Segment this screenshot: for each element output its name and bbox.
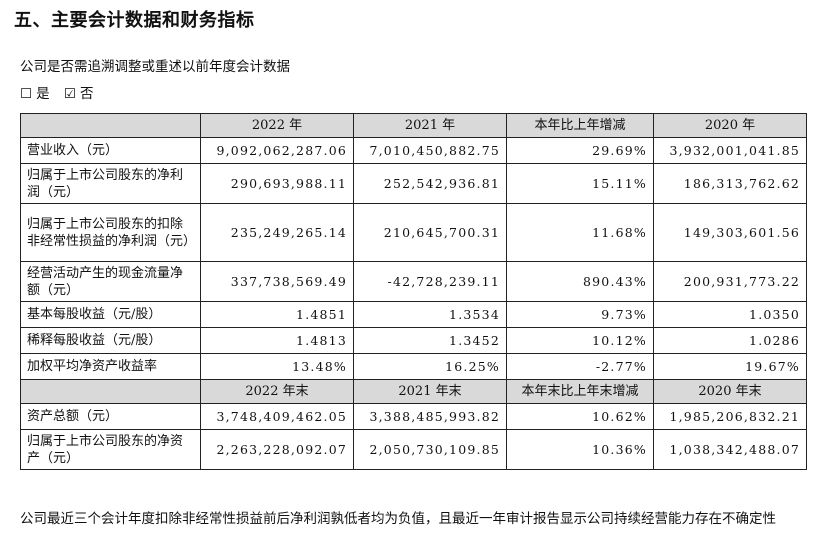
value-cell: 235,249,265.14 [200, 203, 354, 262]
table-row: 基本每股收益（元/股） 1.4851 1.3534 9.73% 1.0350 [20, 301, 807, 328]
value-cell: 7,010,450,882.75 [353, 137, 507, 164]
header-cell: 2021 年 [353, 113, 507, 138]
value-cell: 16.25% [353, 353, 507, 380]
row-label-cell: 稀释每股收益（元/股） [20, 327, 201, 354]
table-header-row: 2022 年 2021 年本年比上年增减 2020 年 [20, 113, 807, 138]
value-cell: 1.0350 [653, 301, 807, 328]
header-cell: 2020 年 [653, 113, 807, 138]
value-cell: 3,748,409,462.05 [200, 403, 354, 430]
table-row: 稀释每股收益（元/股） 1.4813 1.3452 10.12% 1.0286 [20, 327, 807, 354]
no-checkbox[interactable]: ☑ [63, 86, 77, 102]
value-cell: 3,932,001,041.85 [653, 137, 807, 164]
header-empty-cell [20, 379, 201, 404]
row-label-cell: 归属于上市公司股东的扣除非经常性损益的净利润（元） [20, 203, 201, 262]
header-cell: 2020 年末 [653, 379, 807, 404]
table-row: 加权平均净资产收益率 13.48% 16.25% -2.77% 19.67% [20, 353, 807, 380]
value-cell: 1.4813 [200, 327, 354, 354]
value-cell: 210,645,700.31 [353, 203, 507, 262]
table-row: 归属于上市公司股东的净资产（元） 2,263,228,092.07 2,050,73… [20, 429, 807, 470]
value-cell: 10.62% [506, 403, 654, 430]
yes-checkbox[interactable]: ☐ [20, 86, 33, 102]
value-cell: -2.77% [506, 353, 654, 380]
table-row: 经营活动产生的现金流量净额（元） 337,738,569.49 -42,728,23… [20, 261, 807, 302]
value-cell: 13.48% [200, 353, 354, 380]
value-cell: 337,738,569.49 [200, 261, 354, 302]
yes-label: 是 [36, 86, 50, 102]
value-cell: 2,263,228,092.07 [200, 429, 354, 470]
header-cell: 2022 年 [200, 113, 354, 138]
table-row: 营业收入（元） 9,092,062,287.06 7,010,450,882.75 2… [20, 137, 807, 164]
value-cell: 1.3452 [353, 327, 507, 354]
table-row: 资产总额（元） 3,748,409,462.05 3,388,485,993.82 1… [20, 403, 807, 430]
value-cell: 10.12% [506, 327, 654, 354]
header-empty-cell [20, 113, 201, 138]
row-label-cell: 营业收入（元） [20, 137, 201, 164]
section-title: 五、主要会计数据和财务指标 [14, 10, 255, 31]
value-cell: 15.11% [506, 163, 654, 204]
row-label-cell: 归属于上市公司股东的净利润（元） [20, 163, 201, 204]
value-cell: 1,038,342,488.07 [653, 429, 807, 470]
value-cell: 290,693,988.11 [200, 163, 354, 204]
value-cell: 1.4851 [200, 301, 354, 328]
value-cell: 11.68% [506, 203, 654, 262]
table-row: 归属于上市公司股东的扣除非经常性损益的净利润（元） 235,249,265.14 2… [20, 203, 807, 262]
header-cell: 本年末比上年末增减 [506, 379, 654, 404]
value-cell: 10.36% [506, 429, 654, 470]
value-cell: 3,388,485,993.82 [353, 403, 507, 430]
value-cell: 2,050,730,109.85 [353, 429, 507, 470]
value-cell: 1.3534 [353, 301, 507, 328]
value-cell: 19.67% [653, 353, 807, 380]
header-cell: 2021 年末 [353, 379, 507, 404]
restatement-question: 公司是否需追溯调整或重述以前年度会计数据 [20, 59, 290, 75]
value-cell: 149,303,601.56 [653, 203, 807, 262]
value-cell: 1.0286 [653, 327, 807, 354]
value-cell: 890.43% [506, 261, 654, 302]
no-label: 否 [80, 86, 94, 102]
value-cell: -42,728,239.11 [353, 261, 507, 302]
row-label-cell: 基本每股收益（元/股） [20, 301, 201, 328]
footnote: 公司最近三个会计年度扣除非经常性损益前后净利润孰低者均为负值，且最近一年审计报告… [20, 511, 776, 527]
row-label-cell: 资产总额（元） [20, 403, 201, 430]
row-label-cell: 归属于上市公司股东的净资产（元） [20, 429, 201, 470]
row-label-cell: 经营活动产生的现金流量净额（元） [20, 261, 201, 302]
value-cell: 200,931,773.22 [653, 261, 807, 302]
table-row: 归属于上市公司股东的净利润（元） 290,693,988.11 252,542,93… [20, 163, 807, 204]
value-cell: 9,092,062,287.06 [200, 137, 354, 164]
value-cell: 252,542,936.81 [353, 163, 507, 204]
header-cell: 2022 年末 [200, 379, 354, 404]
row-label-cell: 加权平均净资产收益率 [20, 353, 201, 380]
financial-indicators-table: 2022 年 2021 年本年比上年增减 2020 年营业收入（元） 9,092,06… [20, 113, 807, 470]
value-cell: 29.69% [506, 137, 654, 164]
table-header-row: 2022 年末 2021 年末 本年末比上年末增减 2020 年末 [20, 379, 807, 404]
value-cell: 186,313,762.62 [653, 163, 807, 204]
value-cell: 9.73% [506, 301, 654, 328]
header-cell: 本年比上年增减 [506, 113, 654, 138]
value-cell: 1,985,206,832.21 [653, 403, 807, 430]
restatement-options: ☐ 是 ☑ 否 [20, 82, 98, 102]
